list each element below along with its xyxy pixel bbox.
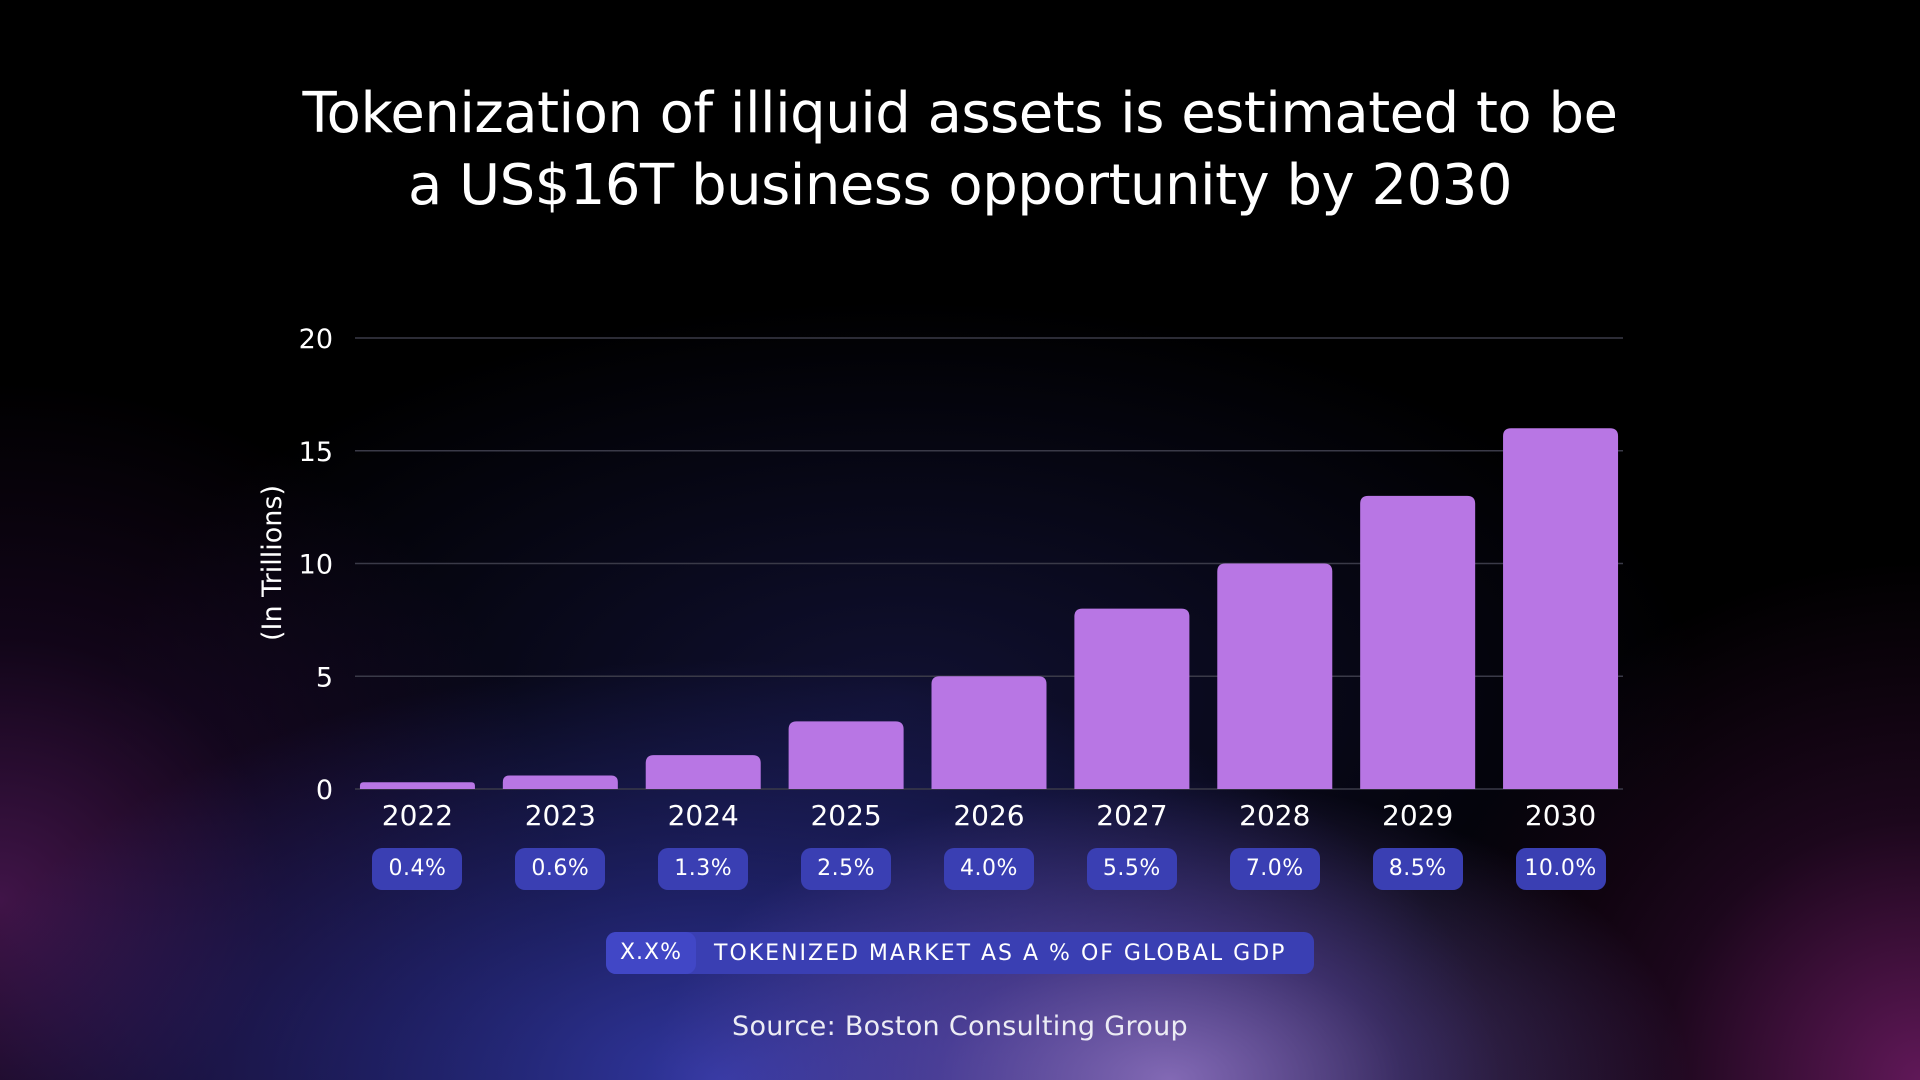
gdp-share-pill: 0.4% xyxy=(372,848,463,890)
y-axis-ticks: 0 5 10 15 20 xyxy=(299,324,333,806)
gdp-share-pill: 1.3% xyxy=(658,848,749,890)
y-tick-label: 5 xyxy=(316,662,333,693)
bars xyxy=(359,428,1619,789)
y-tick-label: 20 xyxy=(299,324,333,355)
x-tick-label: 2024 xyxy=(668,799,739,832)
gdp-share-pill: 0.6% xyxy=(515,848,606,890)
y-axis-label: (In Trillions) xyxy=(257,485,288,641)
legend-label: TOKENIZED MARKET AS A % OF GLOBAL GDP xyxy=(714,940,1287,966)
bar-2027 xyxy=(1074,608,1190,789)
bar-2024 xyxy=(645,755,761,789)
bar-2022 xyxy=(359,782,475,789)
gdp-share-pill: 5.5% xyxy=(1086,848,1177,890)
bar-2025 xyxy=(788,721,904,789)
x-tick-label: 2028 xyxy=(1239,799,1310,832)
x-tick-label: 2025 xyxy=(810,799,881,832)
bar-2029 xyxy=(1360,495,1476,789)
y-tick-label: 0 xyxy=(316,775,333,806)
gdp-share-pill: 8.5% xyxy=(1372,848,1463,890)
bar-2028 xyxy=(1217,563,1333,789)
gdp-share-pill: 10.0% xyxy=(1515,848,1606,890)
x-tick-label: 2026 xyxy=(953,799,1024,832)
gdp-share-pill: 2.5% xyxy=(801,848,892,890)
gdp-share-pill: 7.0% xyxy=(1229,848,1320,890)
x-axis-ticks: 2022 2023 2024 2025 2026 2027 2028 2029 2030 xyxy=(382,799,1596,832)
chart-title-line-1: Tokenization of illiquid assets is estim… xyxy=(302,81,1618,146)
y-tick-label: 15 xyxy=(299,437,333,468)
x-tick-label: 2022 xyxy=(382,799,453,832)
x-tick-label: 2027 xyxy=(1096,799,1167,832)
bar-2026 xyxy=(931,676,1047,789)
bar-2023 xyxy=(502,775,618,789)
x-tick-label: 2023 xyxy=(525,799,596,832)
x-tick-label: 2030 xyxy=(1525,799,1596,832)
legend: X.X% TOKENIZED MARKET AS A % OF GLOBAL G… xyxy=(606,932,1314,974)
gdp-share-pill: 4.0% xyxy=(944,848,1034,890)
legend-swatch: X.X% xyxy=(606,932,696,974)
chart-title-line-2: a US$16T business opportunity by 2030 xyxy=(408,153,1512,218)
source-note: Source: Boston Consulting Group xyxy=(732,1011,1188,1042)
chart-title: Tokenization of illiquid assets is estim… xyxy=(260,78,1660,222)
y-tick-label: 10 xyxy=(299,550,333,581)
bar-2030 xyxy=(1503,428,1619,789)
x-tick-label: 2029 xyxy=(1382,799,1453,832)
